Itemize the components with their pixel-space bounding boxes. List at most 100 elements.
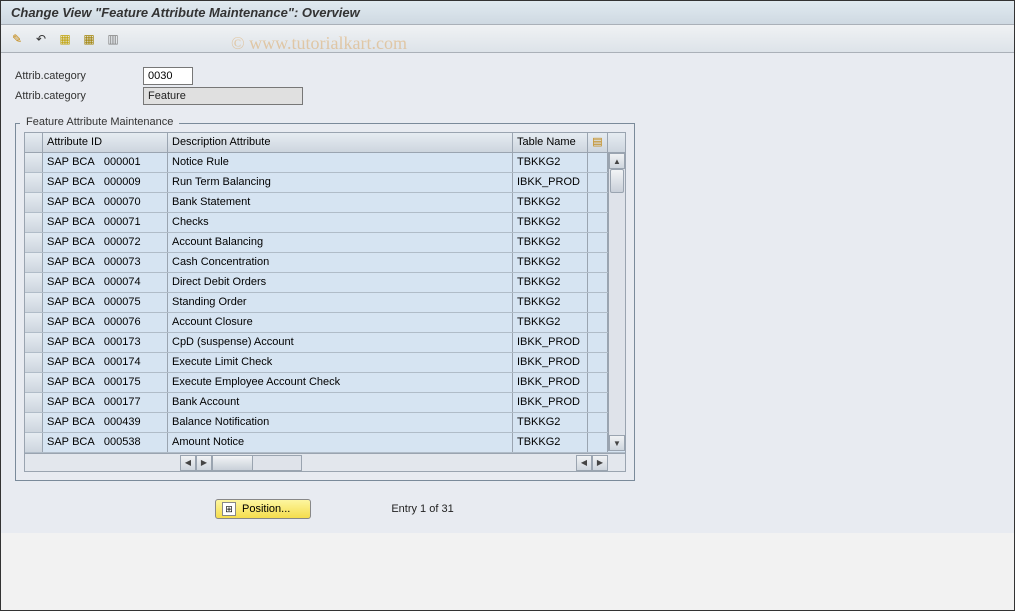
attrib-category-code-field[interactable]: 0030	[143, 67, 193, 85]
scroll-right-icon[interactable]: ▶	[196, 455, 212, 471]
cell-description[interactable]: Standing Order	[168, 293, 513, 312]
row-selector[interactable]	[25, 313, 43, 332]
table-row[interactable]: SAP BCA 000072Account BalancingTBKKG2	[25, 233, 625, 253]
row-selector[interactable]	[25, 293, 43, 312]
cell-attribute-id[interactable]: SAP BCA 000072	[43, 233, 168, 252]
cell-attribute-id[interactable]: SAP BCA 000075	[43, 293, 168, 312]
cell-table-name[interactable]: TBKKG2	[513, 233, 588, 252]
cell-table-name[interactable]: TBKKG2	[513, 413, 588, 432]
cell-attribute-id[interactable]: SAP BCA 000070	[43, 193, 168, 212]
cell-description[interactable]: Notice Rule	[168, 153, 513, 172]
cell-description[interactable]: Direct Debit Orders	[168, 273, 513, 292]
row-selector[interactable]	[25, 253, 43, 272]
table-row[interactable]: SAP BCA 000173CpD (suspense) AccountIBKK…	[25, 333, 625, 353]
row-selector[interactable]	[25, 273, 43, 292]
col-selector[interactable]	[25, 133, 43, 152]
cell-table-name[interactable]: TBKKG2	[513, 313, 588, 332]
horizontal-scrollbar[interactable]: ◀ ▶ ◀ ▶	[25, 453, 625, 471]
position-button[interactable]: ⊞ Position...	[215, 499, 311, 519]
row-selector[interactable]	[25, 393, 43, 412]
col-config-icon[interactable]: ▤	[588, 133, 608, 152]
row-selector[interactable]	[25, 193, 43, 212]
cell-attribute-id[interactable]: SAP BCA 000538	[43, 433, 168, 452]
cell-attribute-id[interactable]: SAP BCA 000074	[43, 273, 168, 292]
cell-attribute-id[interactable]: SAP BCA 000009	[43, 173, 168, 192]
row-selector[interactable]	[25, 353, 43, 372]
cell-description[interactable]: Balance Notification	[168, 413, 513, 432]
cell-table-name[interactable]: IBKK_PROD	[513, 353, 588, 372]
table-row[interactable]: SAP BCA 000009Run Term BalancingIBKK_PRO…	[25, 173, 625, 193]
table-row[interactable]: SAP BCA 000439Balance NotificationTBKKG2	[25, 413, 625, 433]
cell-attribute-id[interactable]: SAP BCA 000439	[43, 413, 168, 432]
table-row[interactable]: SAP BCA 000174Execute Limit CheckIBKK_PR…	[25, 353, 625, 373]
deselect-icon[interactable]: ▥	[103, 29, 123, 49]
cell-description[interactable]: Amount Notice	[168, 433, 513, 452]
cell-attribute-id[interactable]: SAP BCA 000174	[43, 353, 168, 372]
cell-attribute-id[interactable]: SAP BCA 000071	[43, 213, 168, 232]
row-selector[interactable]	[25, 153, 43, 172]
cell-description[interactable]: Checks	[168, 213, 513, 232]
undo-icon[interactable]: ↶	[31, 29, 51, 49]
cell-table-name[interactable]: TBKKG2	[513, 153, 588, 172]
scroll-left-icon-2[interactable]: ◀	[576, 455, 592, 471]
table-row[interactable]: SAP BCA 000001Notice RuleTBKKG2	[25, 153, 625, 173]
table-row[interactable]: SAP BCA 000177Bank AccountIBKK_PROD	[25, 393, 625, 413]
vertical-scrollbar[interactable]: ▲ ▼	[608, 153, 625, 451]
cell-table-name[interactable]: TBKKG2	[513, 213, 588, 232]
cell-description[interactable]: Bank Account	[168, 393, 513, 412]
cell-description[interactable]: Execute Employee Account Check	[168, 373, 513, 392]
cell-description[interactable]: Account Closure	[168, 313, 513, 332]
cell-table-name[interactable]: IBKK_PROD	[513, 173, 588, 192]
row-selector[interactable]	[25, 333, 43, 352]
cell-description[interactable]: Run Term Balancing	[168, 173, 513, 192]
scroll-left-icon[interactable]: ◀	[180, 455, 196, 471]
cell-description[interactable]: Bank Statement	[168, 193, 513, 212]
cell-description[interactable]: Account Balancing	[168, 233, 513, 252]
col-description[interactable]: Description Attribute	[168, 133, 513, 152]
row-selector[interactable]	[25, 213, 43, 232]
cell-table-name[interactable]: TBKKG2	[513, 433, 588, 452]
col-table-name[interactable]: Table Name	[513, 133, 588, 152]
scroll-down-icon[interactable]: ▼	[609, 435, 625, 451]
cell-description[interactable]: Cash Concentration	[168, 253, 513, 272]
cell-table-name[interactable]: TBKKG2	[513, 253, 588, 272]
table-row[interactable]: SAP BCA 000073Cash ConcentrationTBKKG2	[25, 253, 625, 273]
scroll-thumb-h[interactable]	[213, 456, 253, 470]
cell-table-name[interactable]: IBKK_PROD	[513, 333, 588, 352]
scroll-track-v[interactable]	[609, 169, 625, 435]
scroll-track-h[interactable]	[212, 455, 302, 471]
row-selector[interactable]	[25, 173, 43, 192]
cell-table-name[interactable]: TBKKG2	[513, 273, 588, 292]
cell-description[interactable]: Execute Limit Check	[168, 353, 513, 372]
select-all-icon[interactable]: ▦	[55, 29, 75, 49]
row-selector[interactable]	[25, 433, 43, 452]
cell-attribute-id[interactable]: SAP BCA 000175	[43, 373, 168, 392]
cell-attribute-id[interactable]: SAP BCA 000173	[43, 333, 168, 352]
table-row[interactable]: SAP BCA 000075Standing OrderTBKKG2	[25, 293, 625, 313]
cell-table-name[interactable]: IBKK_PROD	[513, 373, 588, 392]
row-selector[interactable]	[25, 413, 43, 432]
save-icon[interactable]: ▦	[79, 29, 99, 49]
cell-attribute-id[interactable]: SAP BCA 000001	[43, 153, 168, 172]
table-row[interactable]: SAP BCA 000076Account ClosureTBKKG2	[25, 313, 625, 333]
table-row[interactable]: SAP BCA 000074Direct Debit OrdersTBKKG2	[25, 273, 625, 293]
cell-attribute-id[interactable]: SAP BCA 000073	[43, 253, 168, 272]
cell-table-name[interactable]: IBKK_PROD	[513, 393, 588, 412]
table-row[interactable]: SAP BCA 000070Bank StatementTBKKG2	[25, 193, 625, 213]
cell-attribute-id[interactable]: SAP BCA 000177	[43, 393, 168, 412]
cell-attribute-id[interactable]: SAP BCA 000076	[43, 313, 168, 332]
row-selector[interactable]	[25, 233, 43, 252]
cell-table-name[interactable]: TBKKG2	[513, 193, 588, 212]
cell-table-name[interactable]: TBKKG2	[513, 293, 588, 312]
col-attribute-id[interactable]: Attribute ID	[43, 133, 168, 152]
scroll-thumb-v[interactable]	[610, 169, 624, 193]
scroll-up-icon[interactable]: ▲	[609, 153, 625, 169]
scroll-right-icon-2[interactable]: ▶	[592, 455, 608, 471]
table-row[interactable]: SAP BCA 000071ChecksTBKKG2	[25, 213, 625, 233]
cell-description[interactable]: CpD (suspense) Account	[168, 333, 513, 352]
table-row[interactable]: SAP BCA 000538Amount NoticeTBKKG2	[25, 433, 625, 453]
table-row[interactable]: SAP BCA 000175Execute Employee Account C…	[25, 373, 625, 393]
row-selector[interactable]	[25, 373, 43, 392]
cell-spacer	[588, 233, 608, 252]
toggle-icon[interactable]: ✎	[7, 29, 27, 49]
